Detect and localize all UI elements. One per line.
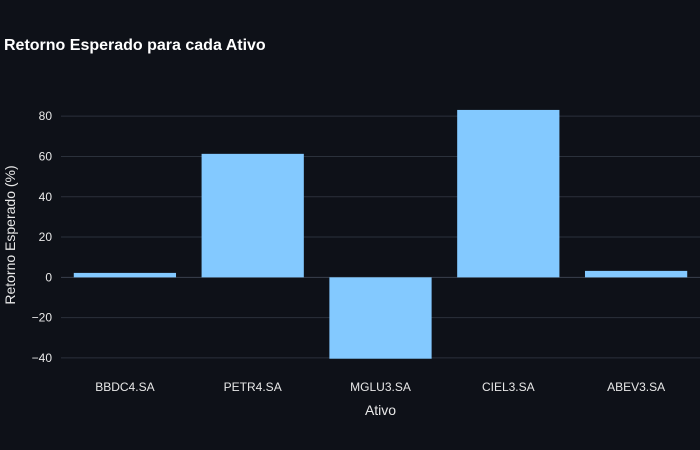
x-tick-label: MGLU3.SA [350,380,411,394]
bars [73,109,688,359]
x-tick-labels: BBDC4.SA PETR4.SA MGLU3.SA CIEL3.SA ABEV3.SA [95,380,665,394]
y-tick-label: 0 [45,270,52,284]
bar-abev3-sa[interactable] [584,270,688,278]
bar-ciel3-sa[interactable] [457,109,560,278]
bar-mglu3-sa[interactable] [329,277,432,359]
y-tick-label: −20 [32,311,53,325]
y-tick-label: 20 [39,230,53,244]
x-tick-label: ABEV3.SA [607,380,665,394]
y-tick-label: 80 [39,109,53,123]
chart-title: Retorno Esperado para cada Ativo [4,37,266,54]
y-axis-label: Retorno Esperado (%) [2,165,18,304]
x-tick-label: PETR4.SA [224,380,282,394]
bar-bbdc4-sa[interactable] [73,272,177,278]
bar-petr4-sa[interactable] [201,153,304,278]
x-axis-label: Ativo [365,402,396,418]
y-tick-label: −40 [32,351,53,365]
x-tick-label: BBDC4.SA [95,380,154,394]
y-tick-label: 60 [39,149,53,163]
y-tick-label: 40 [39,190,53,204]
x-tick-label: CIEL3.SA [482,380,535,394]
y-tick-labels: −40 −20 0 20 40 60 80 [32,109,53,365]
